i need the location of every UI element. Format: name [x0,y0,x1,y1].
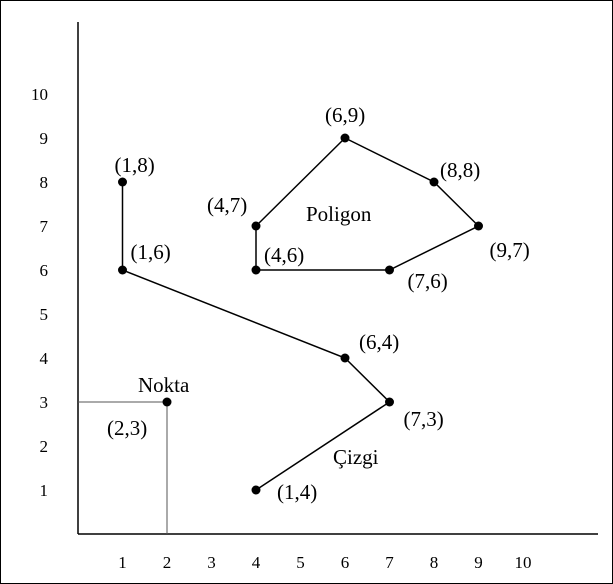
y-tick-label: 8 [40,173,49,192]
line-vertex-marker [118,177,127,187]
line-vertex-label: (1,4) [277,480,317,504]
line-name: Çizgi [333,445,379,469]
y-tick-label: 6 [40,261,49,280]
point-coord-label: (2,3) [107,416,147,440]
vertex-markers [118,133,483,495]
x-tick-label: 6 [341,553,350,572]
y-tick-label: 3 [40,393,49,412]
point-name: Nokta [138,373,190,397]
polygon-vertex-label: (9,7) [490,238,530,262]
x-tick-label: 1 [118,553,127,572]
polygon-vertex-marker [474,221,483,231]
x-tick-label: 3 [207,553,216,572]
y-tick-label: 2 [40,437,49,456]
line-vertex-marker [385,397,394,407]
polygon-vertex-marker [385,265,394,275]
y-tick-label: 9 [40,129,49,148]
polygon-vertex-label: (4,7) [207,193,247,217]
y-tick-label: 5 [40,305,49,324]
polygon-vertex-marker [340,133,350,143]
x-tick-label: 4 [252,553,261,572]
x-tick-labels: 1 2 3 4 5 6 7 8 9 10 [118,553,531,572]
line-vertex-marker [251,485,261,495]
x-tick-label: 5 [296,553,305,572]
polygon-vertex-label: (4,6) [264,243,304,267]
x-tick-label: 10 [515,553,532,572]
polygon-vertex-marker [429,177,439,187]
line-vertex-label: (7,3) [404,407,444,431]
y-tick-label: 7 [40,217,49,236]
x-tick-label: 2 [163,553,172,572]
polygon-vertex-label: (8,8) [440,158,480,182]
line-vertex-label: (6,4) [359,330,399,354]
polygon-vertex-marker [251,265,261,275]
polygon-vertex-label: (7,6) [408,269,448,293]
polygon-vertex-label: (6,9) [325,103,365,127]
line-vertex-label: (1,8) [115,153,155,177]
x-tick-label: 7 [385,553,394,572]
y-tick-labels: 1 2 3 4 5 6 7 8 9 10 [31,85,49,500]
polygon-vertex-marker [251,221,261,231]
line-vertex-label: (1,6) [131,240,171,264]
line-vertex-marker [118,265,127,275]
x-tick-label: 9 [474,553,483,572]
x-tick-label: 8 [430,553,439,572]
y-tick-label: 1 [40,481,49,500]
polygon-name: Poligon [306,202,372,226]
y-tick-label: 10 [31,85,48,104]
coordinate-labels: (2,3) (1,8) (1,6) (6,4) (7,3) (1,4) (4,7) (6,9)… [107,103,530,504]
y-tick-label: 4 [40,349,49,368]
point-marker [162,397,172,407]
line-vertex-marker [340,353,350,363]
